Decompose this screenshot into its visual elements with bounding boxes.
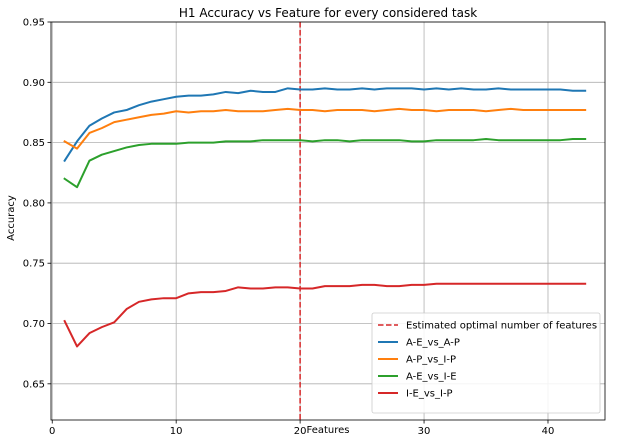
series-line-A-P_vs_I-P xyxy=(63,107,587,150)
x-tick-label: 30 xyxy=(418,426,431,437)
y-axis-ticks: 0.65 0.70 0.75 0.80 0.85 0.90 0.95 xyxy=(23,18,51,390)
x-axis-label: Features xyxy=(307,425,350,436)
legend-label: I-E_vs_I-P xyxy=(406,389,453,400)
series-lines xyxy=(63,87,587,348)
legend: Estimated optimal number of features A-E_… xyxy=(371,312,601,414)
plot-frame xyxy=(50,21,606,421)
chart-title: H1 Accuracy vs Feature for every conside… xyxy=(179,6,477,20)
x-axis-ticks: 0 10 20 30 40 xyxy=(49,420,554,437)
y-axis-label: Accuracy xyxy=(6,195,17,241)
series-line-I-E_vs_I-P xyxy=(63,282,587,348)
y-tick-label: 0.75 xyxy=(23,259,45,270)
x-tick-label: 20 xyxy=(294,426,307,437)
legend-label: A-P_vs_I-P xyxy=(406,355,456,366)
y-tick-label: 0.65 xyxy=(23,379,45,390)
y-tick-label: 0.70 xyxy=(23,319,45,330)
y-tick-label: 0.90 xyxy=(23,78,45,89)
y-tick-label: 0.85 xyxy=(23,138,45,149)
y-tick-label: 0.95 xyxy=(23,18,45,29)
legend-box xyxy=(371,312,601,414)
legend-label: Estimated optimal number of features xyxy=(406,321,597,332)
y-tick-label: 0.80 xyxy=(23,198,45,209)
series-line-A-E_vs_I-E xyxy=(63,137,587,189)
x-tick-label: 40 xyxy=(542,426,555,437)
series-line-A-E_vs_A-P xyxy=(63,87,587,163)
x-tick-label: 0 xyxy=(49,426,55,437)
legend-label: A-E_vs_A-P xyxy=(406,338,460,349)
x-tick-label: 10 xyxy=(170,426,183,437)
legend-label: A-E_vs_I-E xyxy=(406,372,457,383)
